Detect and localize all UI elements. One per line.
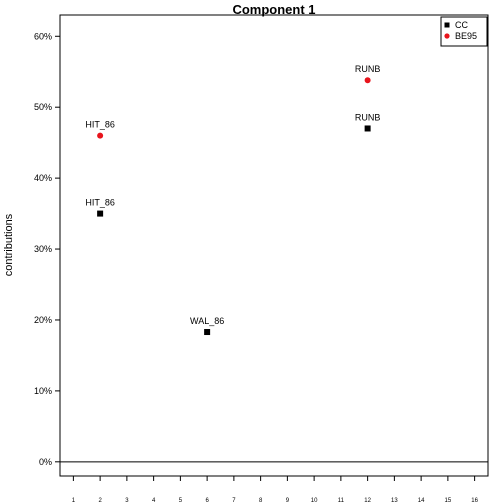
legend-marker-be95 <box>444 33 450 39</box>
y-axis: 0% 10% 20% 30% 40% 50% 60% <box>34 31 60 467</box>
y-tick-label: 50% <box>34 102 52 112</box>
x-tick-label: 3 <box>125 498 129 504</box>
x-tick-label: 10 <box>311 498 318 504</box>
y-tick-label: 60% <box>34 31 52 41</box>
x-tick-label: 6 <box>205 498 209 504</box>
y-tick-label: 0% <box>39 457 52 467</box>
x-tick-label: 13 <box>391 498 398 504</box>
data-label: WAL_86 <box>190 316 224 326</box>
data-point-be95 <box>97 132 104 139</box>
data-label: RUNB <box>355 112 381 122</box>
data-label: HIT_86 <box>85 120 115 130</box>
x-tick-label: 15 <box>445 498 452 504</box>
data-point-cc <box>364 125 371 132</box>
x-tick-label: 2 <box>98 498 102 504</box>
x-tick-label: 11 <box>338 498 345 504</box>
y-axis-label: contributions <box>3 213 15 276</box>
x-axis: 1 2 3 4 5 6 7 8 9 10 11 12 13 14 15 16 <box>72 476 479 504</box>
plot-frame <box>59 14 489 477</box>
legend-marker-cc <box>444 22 450 28</box>
chart-title: Component 1 <box>232 2 315 17</box>
x-tick-label: 14 <box>418 498 425 504</box>
x-tick-label: 5 <box>179 498 183 504</box>
legend-label-cc: CC <box>455 20 468 30</box>
x-tick-label: 4 <box>152 498 156 504</box>
y-tick-label: 10% <box>34 386 52 396</box>
data-points: HIT_86 WAL_86 RUNB HIT_86 RUNB <box>85 64 381 336</box>
legend-box <box>440 16 488 47</box>
legend-label-be95: BE95 <box>455 31 477 41</box>
x-tick-label: 9 <box>286 498 290 504</box>
y-tick-label: 40% <box>34 173 52 183</box>
data-point-cc <box>97 210 104 217</box>
x-tick-label: 8 <box>259 498 263 504</box>
data-label: HIT_86 <box>85 198 115 208</box>
data-label: RUNB <box>355 64 381 74</box>
data-point-be95 <box>364 77 371 84</box>
x-tick-label: 12 <box>364 498 371 504</box>
x-tick-label: 1 <box>72 498 76 504</box>
x-tick-label: 16 <box>471 498 478 504</box>
y-tick-label: 20% <box>34 315 52 325</box>
y-tick-label: 30% <box>34 244 52 254</box>
x-tick-label: 7 <box>232 498 236 504</box>
data-point-cc <box>204 329 211 336</box>
